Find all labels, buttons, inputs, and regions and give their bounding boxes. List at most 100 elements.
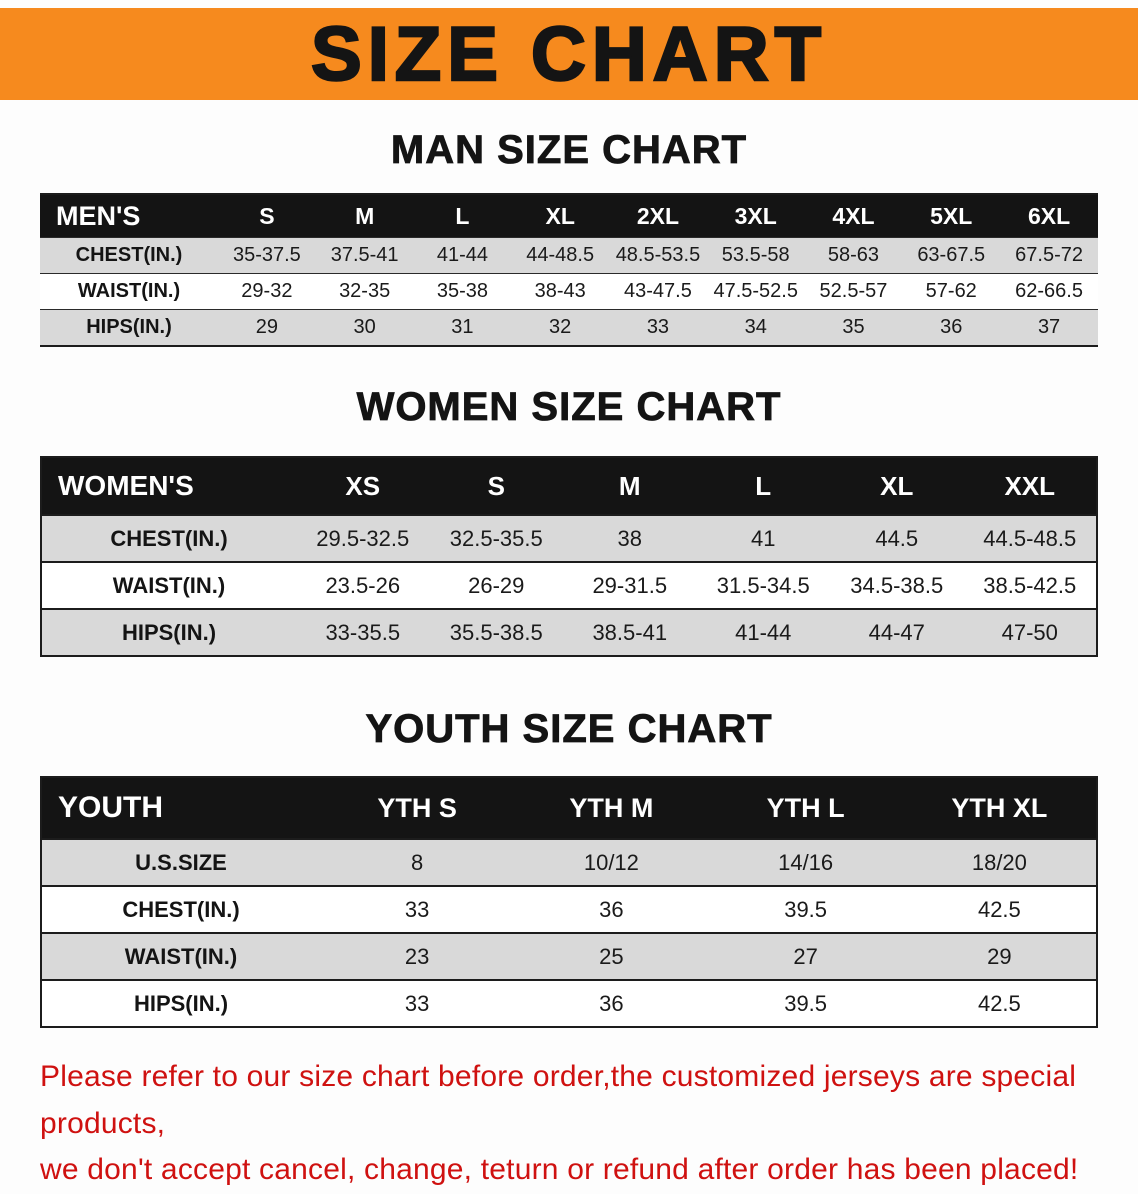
value-cell: 33 <box>320 885 515 933</box>
value-cell: 32-35 <box>315 273 414 310</box>
row-label-cell: CHEST(IN.) <box>41 885 320 933</box>
size-header-cell: XL <box>511 194 610 238</box>
value-cell: 34 <box>706 309 805 346</box>
value-cell: 31.5-34.5 <box>696 561 830 609</box>
table-row: CHEST(IN.) 29.5-32.5 32.5-35.5 38 41 44.5 44.5… <box>41 514 1097 562</box>
table-title-cell: YOUTH <box>41 777 320 839</box>
value-cell: 39.5 <box>708 979 903 1027</box>
row-label-cell: WAIST(IN.) <box>40 273 218 310</box>
header-row: YOUTH YTH S YTH M YTH L YTH XL <box>41 777 1097 839</box>
value-cell: 63-67.5 <box>902 237 1001 274</box>
value-cell: 47-50 <box>963 608 1097 656</box>
table-row: U.S.SIZE 8 10/12 14/16 18/20 <box>41 838 1097 886</box>
table-row: WAIST(IN.) 23 25 27 29 <box>41 932 1097 980</box>
row-label-cell: HIPS(IN.) <box>41 979 320 1027</box>
size-header-cell: YTH S <box>320 777 515 839</box>
value-cell: 36 <box>514 979 709 1027</box>
women-section-heading: WOMEN SIZE CHART <box>356 385 782 430</box>
value-cell: 30 <box>315 309 414 346</box>
man-size-table: MEN'S S M L XL 2XL 3XL 4XL 5XL 6XL CHEST(IN.) 35-37… <box>40 193 1098 347</box>
size-header-cell: L <box>413 194 512 238</box>
value-cell: 57-62 <box>902 273 1001 310</box>
value-cell: 34.5-38.5 <box>830 561 964 609</box>
size-header-cell: L <box>696 457 830 515</box>
value-cell: 18/20 <box>902 838 1097 886</box>
size-header-cell: 6XL <box>1000 194 1098 238</box>
value-cell: 10/12 <box>514 838 709 886</box>
value-cell: 26-29 <box>429 561 563 609</box>
table-row: CHEST(IN.) 35-37.5 37.5-41 41-44 44-48.5 48.5… <box>40 237 1098 274</box>
banner: SIZE CHART <box>0 8 1138 100</box>
value-cell: 44.5-48.5 <box>963 514 1097 562</box>
value-cell: 36 <box>514 885 709 933</box>
value-cell: 47.5-52.5 <box>706 273 805 310</box>
header-row: WOMEN'S XS S M L XL XXL <box>41 457 1097 515</box>
row-label-cell: CHEST(IN.) <box>40 237 218 274</box>
value-cell: 38-43 <box>511 273 610 310</box>
table-row: HIPS(IN.) 33-35.5 35.5-38.5 38.5-41 41-44 44-… <box>41 608 1097 656</box>
value-cell: 33 <box>609 309 707 346</box>
size-header-cell: XS <box>296 457 430 515</box>
table-row: WAIST(IN.) 29-32 32-35 35-38 38-43 43-47.5 47.… <box>40 273 1098 310</box>
size-header-cell: S <box>218 194 316 238</box>
value-cell: 27 <box>708 932 903 980</box>
value-cell: 29 <box>218 309 316 346</box>
size-header-cell: XL <box>830 457 964 515</box>
value-cell: 29-31.5 <box>563 561 697 609</box>
value-cell: 29.5-32.5 <box>296 514 430 562</box>
value-cell: 8 <box>320 838 515 886</box>
value-cell: 44-48.5 <box>511 237 610 274</box>
table-row: HIPS(IN.) 29 30 31 32 33 34 35 36 37 <box>40 309 1098 346</box>
youth-section-heading: YOUTH SIZE CHART <box>365 707 773 752</box>
value-cell: 35-37.5 <box>218 237 316 274</box>
value-cell: 32 <box>511 309 610 346</box>
row-label-cell: WAIST(IN.) <box>41 932 320 980</box>
value-cell: 35 <box>804 309 903 346</box>
header-row: MEN'S S M L XL 2XL 3XL 4XL 5XL 6XL <box>40 194 1098 238</box>
size-header-cell: 4XL <box>804 194 903 238</box>
value-cell: 33 <box>320 979 515 1027</box>
footer-line-2: we don't accept cancel, change, teturn o… <box>40 1153 1079 1186</box>
row-label-cell: U.S.SIZE <box>41 838 320 886</box>
table-row: CHEST(IN.) 33 36 39.5 42.5 <box>41 885 1097 933</box>
value-cell: 29 <box>902 932 1097 980</box>
footer-line-1: Please refer to our size chart before or… <box>40 1060 1077 1140</box>
value-cell: 33-35.5 <box>296 608 430 656</box>
value-cell: 67.5-72 <box>1000 237 1098 274</box>
women-size-table: WOMEN'S XS S M L XL XXL CHEST(IN.) 29.5-32.5 32.5… <box>40 456 1098 657</box>
value-cell: 41-44 <box>696 608 830 656</box>
value-cell: 43-47.5 <box>609 273 707 310</box>
size-header-cell: YTH L <box>708 777 903 839</box>
value-cell: 39.5 <box>708 885 903 933</box>
table-row: WAIST(IN.) 23.5-26 26-29 29-31.5 31.5-34.5 34… <box>41 561 1097 609</box>
value-cell: 31 <box>413 309 512 346</box>
value-cell: 29-32 <box>218 273 316 310</box>
size-header-cell: YTH M <box>514 777 709 839</box>
value-cell: 41-44 <box>413 237 512 274</box>
man-section-heading: MAN SIZE CHART <box>390 128 748 173</box>
table-row: HIPS(IN.) 33 36 39.5 42.5 <box>41 979 1097 1027</box>
row-label-cell: HIPS(IN.) <box>40 309 218 346</box>
value-cell: 14/16 <box>708 838 903 886</box>
value-cell: 42.5 <box>902 979 1097 1027</box>
row-label-cell: CHEST(IN.) <box>41 514 296 562</box>
value-cell: 44.5 <box>830 514 964 562</box>
size-header-cell: 3XL <box>706 194 805 238</box>
table-title-cell: WOMEN'S <box>41 457 296 515</box>
page-title: SIZE CHART <box>310 10 827 98</box>
value-cell: 53.5-58 <box>706 237 805 274</box>
size-header-cell: 2XL <box>609 194 707 238</box>
row-label-cell: WAIST(IN.) <box>41 561 296 609</box>
value-cell: 41 <box>696 514 830 562</box>
size-header-cell: 5XL <box>902 194 1001 238</box>
value-cell: 48.5-53.5 <box>609 237 707 274</box>
size-header-cell: YTH XL <box>902 777 1097 839</box>
footer-note: Please refer to our size chart before or… <box>40 1054 1102 1194</box>
value-cell: 52.5-57 <box>804 273 903 310</box>
value-cell: 37 <box>1000 309 1098 346</box>
value-cell: 23 <box>320 932 515 980</box>
value-cell: 23.5-26 <box>296 561 430 609</box>
youth-size-table: YOUTH YTH S YTH M YTH L YTH XL U.S.SIZE 8 10/12… <box>40 776 1098 1028</box>
value-cell: 58-63 <box>804 237 903 274</box>
size-header-cell: M <box>315 194 414 238</box>
